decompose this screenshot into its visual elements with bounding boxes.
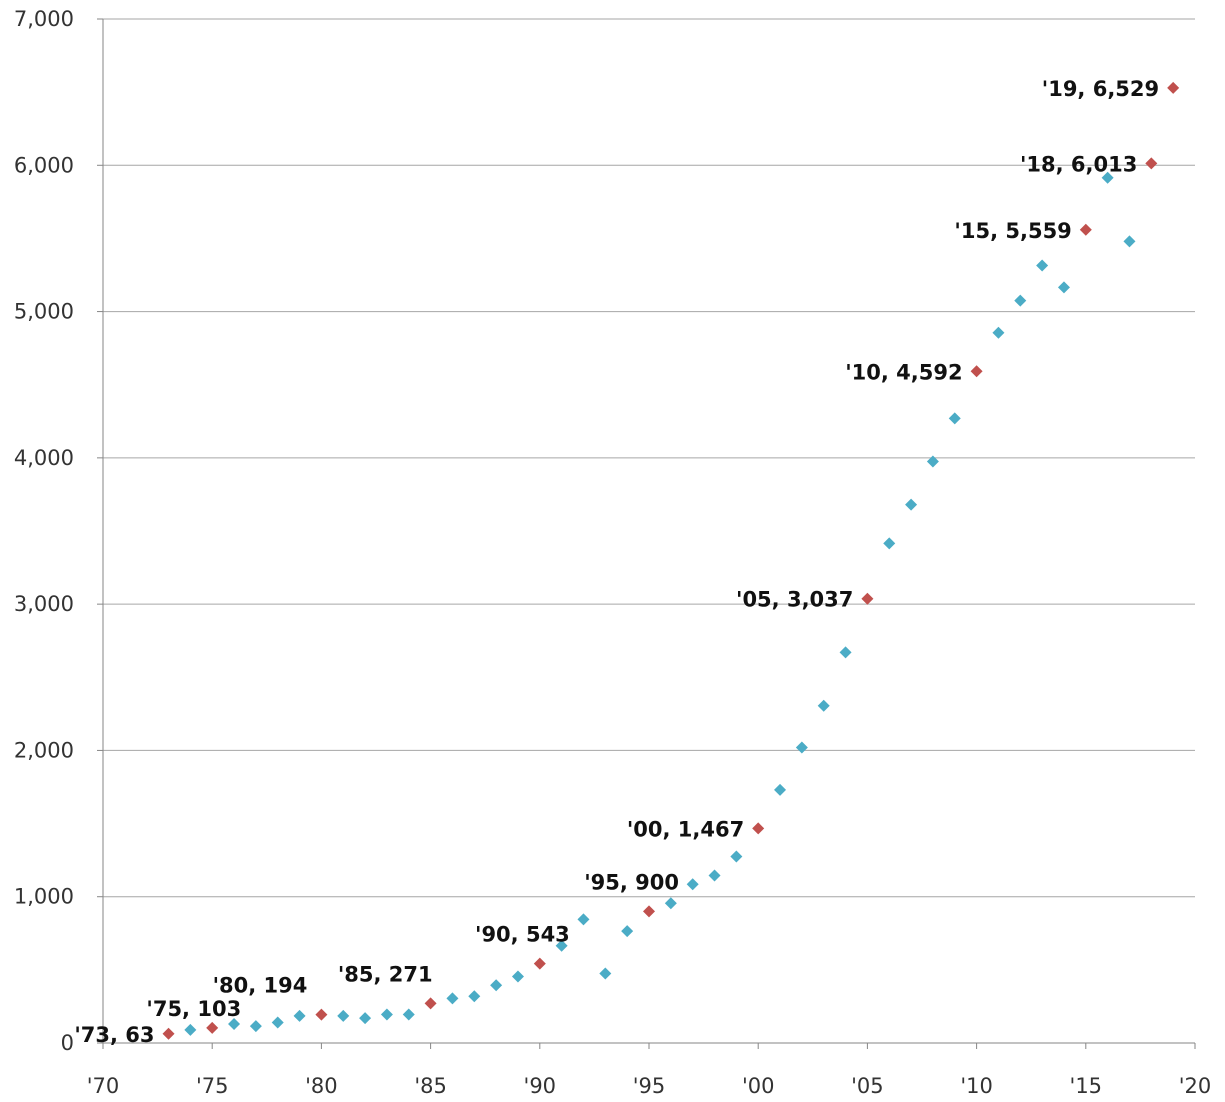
highlight-point xyxy=(1079,223,1092,236)
highlight-point xyxy=(1145,157,1158,170)
data-point xyxy=(446,992,459,1005)
data-point xyxy=(359,1012,372,1025)
x-tick-label: '20 xyxy=(1179,1074,1212,1098)
x-tick-label: '80 xyxy=(305,1074,338,1098)
data-point xyxy=(577,913,590,926)
data-label: '85, 271 xyxy=(338,962,433,986)
data-label: '73, 63 xyxy=(74,1023,154,1047)
x-tick-label: '90 xyxy=(524,1074,557,1098)
data-point xyxy=(1036,259,1049,272)
data-label: '05, 3,037 xyxy=(736,588,853,612)
data-point xyxy=(249,1020,262,1033)
data-point xyxy=(795,741,808,754)
highlight-point xyxy=(206,1021,219,1034)
y-tick-label: 3,000 xyxy=(14,592,74,616)
data-point xyxy=(468,990,481,1003)
data-point xyxy=(511,970,524,983)
data-point xyxy=(1014,294,1027,307)
x-tick-label: '95 xyxy=(633,1074,666,1098)
y-tick-label: 5,000 xyxy=(14,300,74,324)
y-tick-label: 2,000 xyxy=(14,738,74,762)
data-point xyxy=(926,455,939,468)
data-point xyxy=(337,1009,350,1022)
data-points xyxy=(162,81,1180,1040)
x-tick-label: '05 xyxy=(851,1074,884,1098)
y-tick-label: 6,000 xyxy=(14,153,74,177)
data-label: '19, 6,529 xyxy=(1042,77,1159,101)
y-tick-label: 4,000 xyxy=(14,446,74,470)
highlight-point xyxy=(861,592,874,605)
data-point xyxy=(992,326,1005,339)
data-point xyxy=(1101,171,1114,184)
data-point xyxy=(839,646,852,659)
y-tick-label: 1,000 xyxy=(14,885,74,909)
data-point xyxy=(817,699,830,712)
data-label: '15, 5,559 xyxy=(954,219,1071,243)
highlight-point xyxy=(643,905,655,918)
data-point xyxy=(380,1008,393,1021)
data-point xyxy=(184,1023,197,1036)
data-point xyxy=(664,897,677,910)
highlight-point xyxy=(1167,81,1180,94)
axes: 0 1,000 2,000 3,000 4,000 5,000 6,000 7,000 '70 '… xyxy=(14,7,1211,1098)
data-label: '90, 543 xyxy=(475,923,570,947)
highlight-point xyxy=(533,957,546,970)
highlight-point xyxy=(162,1027,175,1040)
data-point xyxy=(402,1008,415,1021)
data-point xyxy=(774,783,787,796)
data-point xyxy=(686,878,699,891)
y-tick-label: 7,000 xyxy=(14,7,74,31)
x-tick-label: '85 xyxy=(414,1074,447,1098)
highlight-point xyxy=(315,1008,328,1021)
x-tick-label: '15 xyxy=(1070,1074,1103,1098)
data-labels: '73, 63'75, 103'80, 194 '85, 271 '90, 543 '… xyxy=(74,77,1159,1047)
data-point xyxy=(905,498,918,511)
data-label: '80, 194 xyxy=(213,974,308,998)
data-point xyxy=(490,979,503,992)
data-point xyxy=(1057,281,1070,294)
highlight-point xyxy=(424,997,437,1010)
highlight-point xyxy=(752,822,765,835)
data-point xyxy=(271,1016,284,1029)
gridlines xyxy=(103,18,1195,898)
data-label: '10, 4,592 xyxy=(845,360,962,384)
data-point xyxy=(1123,235,1136,248)
data-point xyxy=(730,850,743,863)
data-point xyxy=(883,537,896,550)
data-point xyxy=(708,869,721,882)
y-tick-label: 0 xyxy=(61,1031,74,1055)
data-point xyxy=(948,412,961,425)
data-point xyxy=(293,1009,306,1022)
data-label: '75, 103 xyxy=(146,997,241,1021)
x-tick-label: '70 xyxy=(87,1074,120,1098)
data-point xyxy=(599,967,612,980)
x-tick-label: '10 xyxy=(960,1074,993,1098)
data-label: '95, 900 xyxy=(584,870,679,894)
data-label: '18, 6,013 xyxy=(1020,152,1137,176)
data-point xyxy=(228,1017,241,1030)
x-tick-label: '00 xyxy=(742,1074,775,1098)
x-tick-label: '75 xyxy=(196,1074,229,1098)
data-point xyxy=(555,939,568,952)
data-label: '00, 1,467 xyxy=(627,817,744,841)
data-point xyxy=(621,925,634,938)
highlight-point xyxy=(970,365,983,378)
